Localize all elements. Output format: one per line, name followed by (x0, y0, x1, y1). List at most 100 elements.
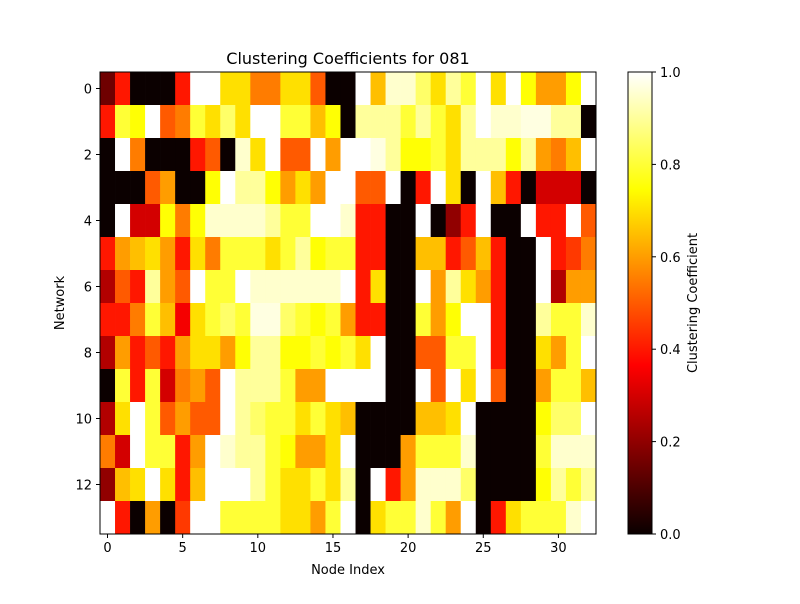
heatmap-cell (520, 72, 537, 106)
y-tick-label: 0 (84, 83, 92, 98)
x-tick-label: 0 (103, 541, 111, 556)
heatmap-cell (490, 270, 507, 304)
heatmap-cell (130, 204, 146, 238)
heatmap-cell (460, 468, 477, 502)
heatmap-cell (460, 138, 477, 172)
heatmap-cell (400, 468, 416, 502)
heatmap-cell (145, 303, 161, 337)
heatmap-cell (250, 303, 266, 337)
heatmap-cell (430, 369, 447, 403)
heatmap-cell (430, 204, 447, 238)
heatmap-cell (475, 435, 492, 469)
heatmap-cell (100, 369, 116, 403)
heatmap-cell (160, 369, 176, 403)
heatmap-cell (100, 303, 116, 337)
heatmap-cell (460, 204, 477, 238)
heatmap-cell (325, 468, 341, 502)
heatmap-cell (475, 72, 492, 106)
heatmap-cell (205, 501, 221, 535)
heatmap-cell (565, 72, 582, 106)
heatmap-cell (385, 435, 401, 469)
heatmap-cell (370, 402, 386, 436)
heatmap-cell (400, 435, 416, 469)
heatmap-cell (145, 270, 161, 304)
heatmap-cell (580, 402, 597, 436)
heatmap-cell (160, 204, 176, 238)
heatmap-cell (565, 402, 582, 436)
heatmap-cell (370, 171, 386, 205)
heatmap-cell (415, 138, 432, 172)
heatmap-cell (280, 72, 296, 106)
heatmap-cell (325, 402, 341, 436)
heatmap-cell (340, 369, 356, 403)
heatmap-cell (340, 402, 356, 436)
heatmap-cell (220, 468, 236, 502)
heatmap-cell (385, 336, 401, 370)
heatmap-cell (220, 237, 236, 271)
heatmap-cell (415, 402, 432, 436)
heatmap-cell (535, 72, 552, 106)
heatmap-cell (445, 204, 462, 238)
heatmap-cell (280, 105, 296, 139)
heatmap-cell (550, 138, 567, 172)
heatmap-cell (265, 336, 281, 370)
heatmap-cell (355, 105, 371, 139)
heatmap-cell (100, 270, 116, 304)
heatmap-cell (115, 303, 131, 337)
heatmap-cell (415, 435, 432, 469)
heatmap-cell (250, 402, 266, 436)
heatmap-cell (475, 369, 492, 403)
heatmap-cell (490, 204, 507, 238)
heatmap-cell (400, 501, 416, 535)
heatmap-cell (160, 270, 176, 304)
heatmap-cell (145, 468, 161, 502)
heatmap-cell (400, 303, 416, 337)
heatmap-cell (580, 72, 597, 106)
heatmap-cell (220, 270, 236, 304)
heatmap-cell (205, 270, 221, 304)
x-tick-label: 25 (475, 541, 492, 556)
heatmap-cell (535, 369, 552, 403)
heatmap-cell (520, 336, 537, 370)
heatmap-cell (250, 270, 266, 304)
heatmap-cell (535, 204, 552, 238)
heatmap-cell (415, 501, 432, 535)
heatmap-cell (550, 435, 567, 469)
heatmap-cell (160, 402, 176, 436)
heatmap-cell (235, 171, 251, 205)
heatmap-cell (550, 468, 567, 502)
heatmap-cell (325, 435, 341, 469)
heatmap-cell (580, 435, 597, 469)
heatmap-cell (295, 402, 311, 436)
heatmap-cell (415, 369, 432, 403)
heatmap-cell (100, 105, 116, 139)
heatmap-cell (445, 468, 462, 502)
heatmap-cell (550, 171, 567, 205)
heatmap-cell (520, 204, 537, 238)
heatmap-cell (280, 468, 296, 502)
heatmap-cell (340, 501, 356, 535)
heatmap-cell (205, 435, 221, 469)
heatmap-cell (235, 72, 251, 106)
heatmap-cell (460, 72, 477, 106)
heatmap-cell (310, 501, 326, 535)
heatmap-cell (460, 303, 477, 337)
heatmap-cell (550, 303, 567, 337)
heatmap-cell (175, 204, 191, 238)
heatmap-cell (475, 303, 492, 337)
heatmap-cell (115, 369, 131, 403)
heatmap-cell (400, 237, 416, 271)
heatmap-cell (235, 435, 251, 469)
heatmap-cell (370, 138, 386, 172)
heatmap-cell (130, 402, 146, 436)
heatmap-cell (535, 237, 552, 271)
heatmap-cell (385, 468, 401, 502)
x-axis-ticks: 0 5 10 15 20 25 30 (103, 534, 567, 556)
heatmap-cell (190, 204, 206, 238)
heatmap-cell (160, 237, 176, 271)
heatmap-cell (370, 237, 386, 271)
heatmap-cell (490, 402, 507, 436)
heatmap-cell (415, 303, 432, 337)
heatmap-cell (100, 435, 116, 469)
heatmap-cell (430, 138, 447, 172)
